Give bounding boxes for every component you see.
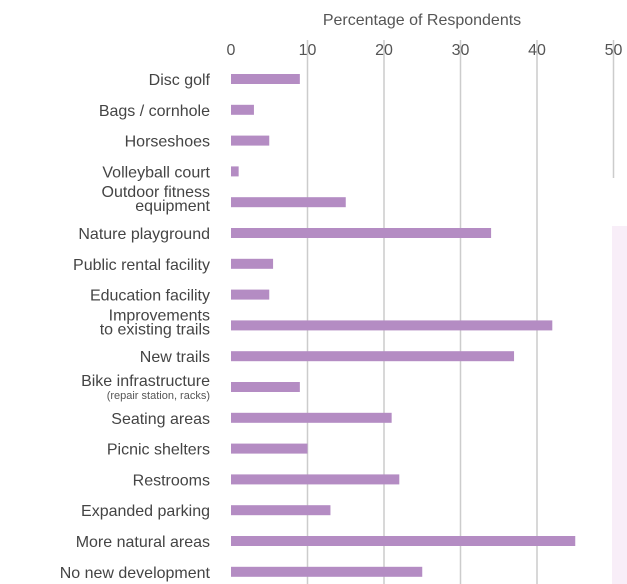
category-label: Education facility bbox=[90, 288, 210, 305]
category-label: Improvements bbox=[109, 307, 210, 324]
x-tick-label: 50 bbox=[605, 42, 623, 59]
category-label: to existing trails bbox=[100, 321, 210, 338]
category-label: New trails bbox=[140, 349, 210, 366]
category-label: Expanded parking bbox=[81, 503, 210, 520]
bar bbox=[231, 228, 492, 238]
bar bbox=[231, 289, 270, 300]
x-axis-title: Percentage of Respondents bbox=[323, 12, 521, 29]
category-label: Outdoor fitness bbox=[102, 184, 211, 201]
right-shade-panel bbox=[612, 226, 627, 584]
category-label: Horseshoes bbox=[125, 134, 210, 151]
x-tick-label: 40 bbox=[528, 42, 546, 59]
bar bbox=[231, 505, 331, 516]
x-tick-label: 10 bbox=[299, 42, 317, 59]
bar bbox=[231, 443, 308, 454]
bar bbox=[231, 258, 274, 269]
bar bbox=[231, 320, 553, 331]
bar bbox=[231, 74, 300, 84]
bar bbox=[231, 474, 400, 485]
category-sublabel: (repair station, racks) bbox=[107, 390, 210, 402]
category-label: Picnic shelters bbox=[107, 442, 210, 459]
bar bbox=[231, 536, 576, 546]
x-tick-labels: 0 10 20 30 40 50 bbox=[227, 42, 623, 59]
category-label: Public rental facility bbox=[73, 257, 210, 274]
bar bbox=[231, 412, 392, 423]
bar bbox=[231, 135, 270, 146]
category-label: More natural areas bbox=[76, 534, 210, 551]
category-label: equipment bbox=[135, 198, 210, 215]
category-label: Restrooms bbox=[133, 472, 210, 489]
bar bbox=[231, 166, 239, 177]
gridlines bbox=[306, 40, 615, 584]
category-labels: Disc golf Bags / cornhole Horseshoes Volley… bbox=[60, 72, 211, 582]
bars bbox=[231, 74, 576, 577]
category-label: Volleyball court bbox=[102, 164, 210, 181]
x-tick-label: 20 bbox=[375, 42, 393, 59]
bar bbox=[231, 197, 346, 208]
bar bbox=[231, 566, 423, 577]
category-label: Disc golf bbox=[149, 72, 211, 89]
category-label: Seating areas bbox=[111, 411, 210, 428]
bar bbox=[231, 382, 300, 392]
category-label: Nature playground bbox=[78, 226, 210, 243]
bar bbox=[231, 351, 515, 362]
category-label: Bags / cornhole bbox=[99, 103, 210, 120]
category-label: No new development bbox=[60, 565, 211, 582]
x-tick-label: 30 bbox=[452, 42, 470, 59]
category-label: Bike infrastructure bbox=[81, 373, 210, 390]
bar bbox=[231, 104, 254, 115]
x-tick-label: 0 bbox=[227, 42, 236, 59]
